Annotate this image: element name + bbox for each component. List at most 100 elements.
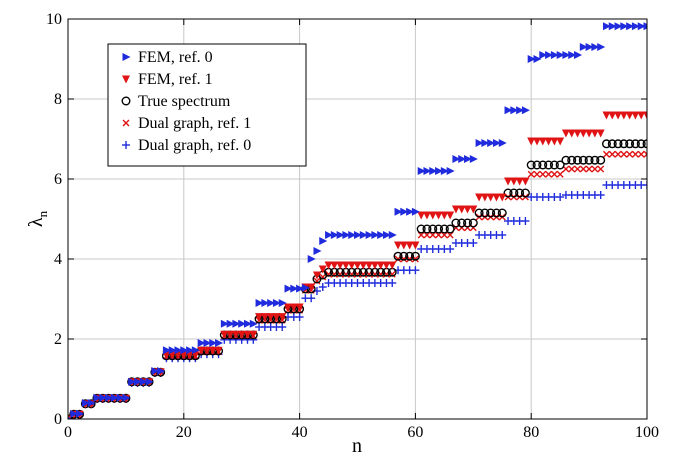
data-point (261, 299, 270, 307)
series-layer (68, 22, 647, 419)
data-point (491, 208, 501, 218)
data-point (538, 137, 547, 146)
data-point (452, 155, 461, 163)
data-point (151, 367, 160, 375)
data-point (284, 284, 293, 293)
legend-marker (122, 141, 130, 149)
data-point (469, 155, 478, 163)
x-tick-label: 0 (64, 424, 72, 441)
data-point (584, 155, 594, 165)
data-point (538, 160, 548, 170)
x-tick-label: 40 (292, 424, 308, 441)
data-point (179, 351, 188, 360)
data-point (93, 393, 102, 402)
data-point (382, 261, 391, 270)
data-point (620, 150, 628, 158)
data-point (504, 177, 513, 186)
data-point (359, 261, 368, 270)
data-point (202, 346, 211, 355)
data-point (596, 191, 605, 199)
data-point (243, 330, 252, 339)
data-point (498, 193, 507, 202)
data-point (348, 231, 357, 239)
data-point (417, 167, 426, 175)
data-point (428, 224, 438, 234)
data-point (371, 231, 380, 239)
y-tick-label: 4 (54, 251, 62, 268)
data-point (260, 313, 269, 322)
data-point (278, 299, 287, 307)
data-point (630, 139, 640, 149)
x-marker-stroke (602, 150, 610, 158)
data-point (503, 188, 513, 198)
data-point (636, 139, 646, 149)
data-point (643, 22, 647, 31)
data-point (301, 283, 310, 292)
data-point (550, 51, 559, 59)
data-point (597, 165, 605, 173)
data-point (145, 377, 154, 386)
data-point (585, 165, 593, 173)
data-point (602, 150, 610, 158)
data-point (487, 139, 496, 147)
data-point (509, 177, 518, 186)
data-point (625, 139, 635, 149)
data-point (347, 261, 356, 270)
x-marker-stroke (550, 170, 558, 178)
data-point (284, 303, 293, 312)
data-point (220, 330, 229, 339)
data-point (637, 111, 646, 120)
data-point (561, 129, 570, 138)
data-point (422, 211, 431, 220)
data-point (410, 251, 420, 261)
y-tick-label: 2 (54, 331, 62, 348)
x-marker-stroke (591, 165, 599, 173)
data-point (341, 261, 350, 270)
data-point (480, 208, 490, 218)
plot-frame (67, 18, 648, 420)
data-point (377, 231, 386, 239)
data-point (81, 399, 90, 407)
data-point (527, 170, 535, 178)
data-point (545, 170, 553, 178)
data-point (614, 111, 623, 120)
data-point (411, 266, 420, 275)
data-point (214, 346, 223, 355)
data-point (556, 51, 565, 59)
x-marker-stroke (631, 150, 639, 158)
data-point (573, 129, 582, 138)
legend-label: FEM, ref. 0 (138, 49, 213, 66)
data-point (296, 284, 305, 293)
data-point (197, 339, 206, 347)
data-point (492, 139, 501, 147)
legend-item: True spectrum (121, 93, 231, 110)
x-marker-stroke (556, 170, 564, 178)
legend-label: True spectrum (138, 93, 231, 110)
data-point (353, 261, 362, 270)
data-point (579, 165, 587, 173)
data-point (474, 208, 484, 218)
data-point (307, 255, 316, 263)
data-point (527, 55, 536, 63)
data-point (643, 111, 647, 120)
data-point (272, 299, 281, 307)
data-point (567, 129, 576, 138)
x-marker-stroke (579, 165, 587, 173)
data-point (393, 251, 403, 261)
data-point (521, 106, 530, 115)
data-point (446, 211, 455, 220)
data-point (486, 193, 495, 202)
data-point (157, 367, 166, 375)
data-point (464, 155, 473, 163)
data-point (255, 299, 264, 307)
data-point (162, 351, 171, 360)
data-point (388, 231, 397, 239)
data-point (608, 111, 617, 120)
data-point (116, 393, 125, 402)
data-point (555, 160, 565, 170)
data-point (475, 139, 484, 147)
data-point (619, 111, 628, 120)
data-point (556, 137, 565, 146)
x-marker-stroke (643, 153, 647, 158)
legend-item: Dual graph, ref. 1 (122, 115, 251, 132)
